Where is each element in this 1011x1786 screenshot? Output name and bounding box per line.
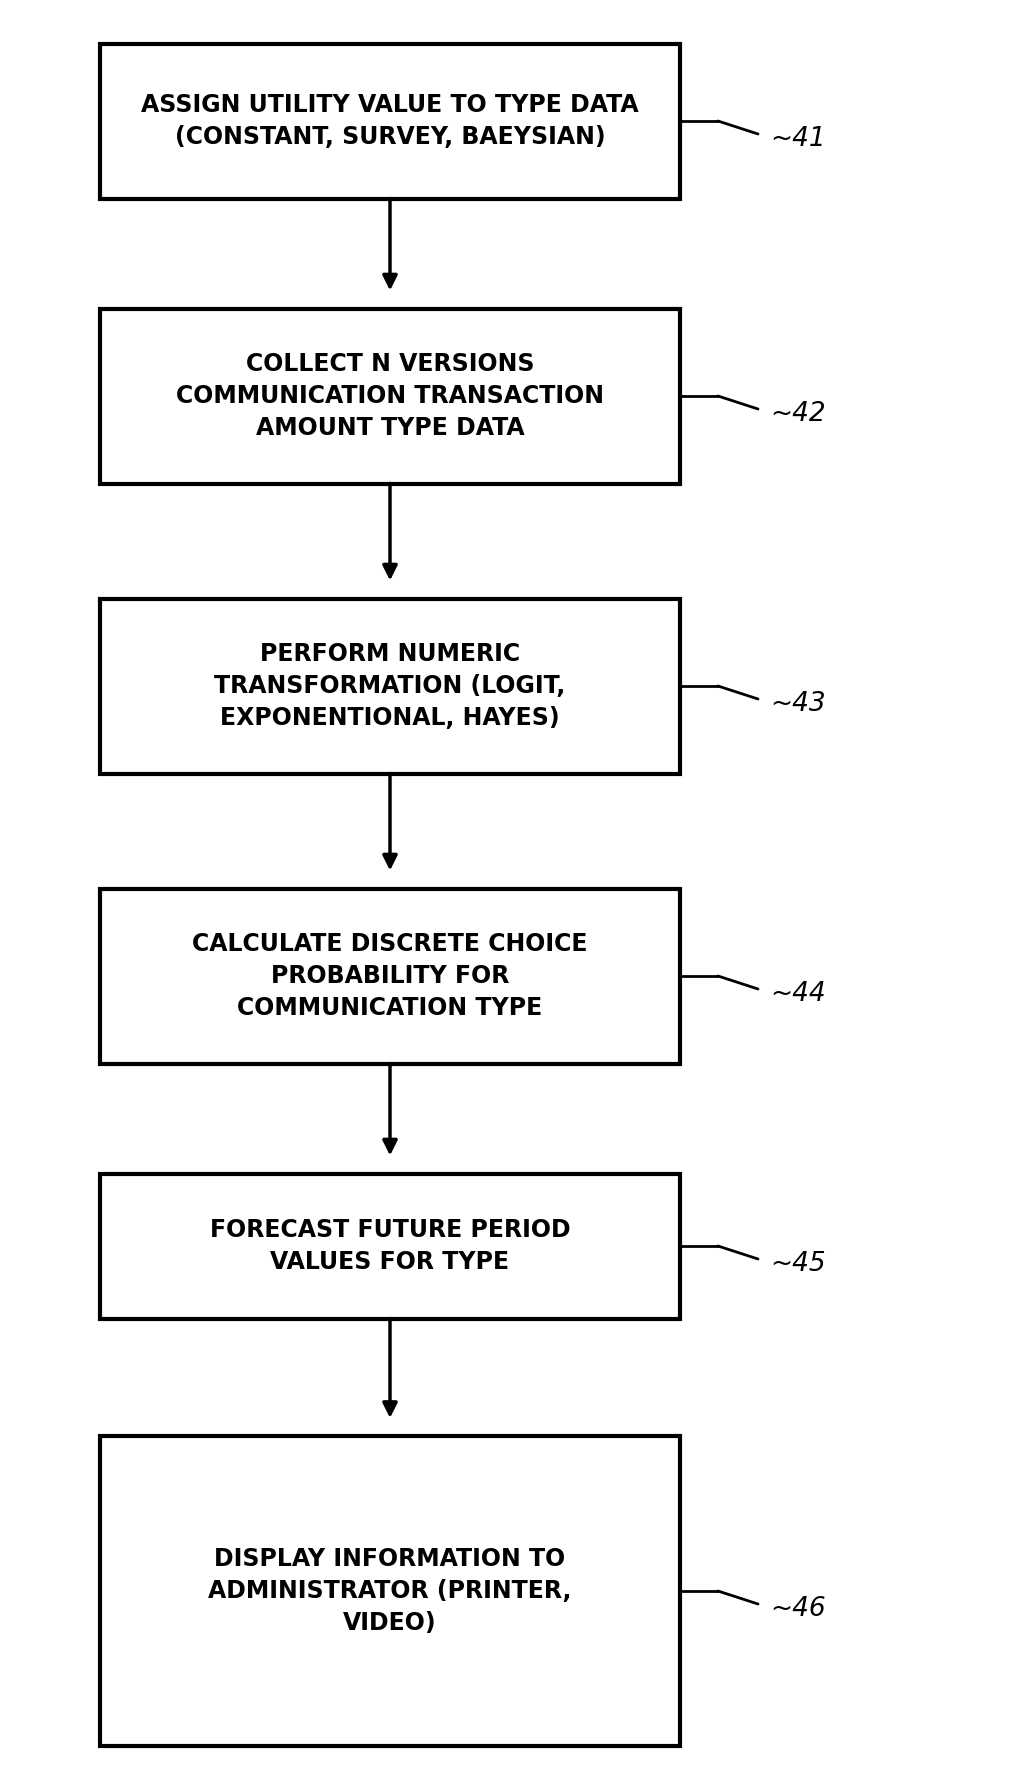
- Text: ~44: ~44: [769, 981, 825, 1007]
- Text: ~45: ~45: [769, 1250, 825, 1277]
- Text: ~42: ~42: [769, 402, 825, 427]
- Bar: [100, 43, 679, 198]
- Text: FORECAST FUTURE PERIOD
VALUES FOR TYPE: FORECAST FUTURE PERIOD VALUES FOR TYPE: [209, 1218, 570, 1273]
- Text: ~43: ~43: [769, 691, 825, 716]
- Text: COLLECT N VERSIONS
COMMUNICATION TRANSACTION
AMOUNT TYPE DATA: COLLECT N VERSIONS COMMUNICATION TRANSAC…: [176, 352, 604, 439]
- Text: ~46: ~46: [769, 1597, 825, 1622]
- Text: CALCULATE DISCRETE CHOICE
PROBABILITY FOR
COMMUNICATION TYPE: CALCULATE DISCRETE CHOICE PROBABILITY FO…: [192, 932, 587, 1020]
- Text: ~41: ~41: [769, 127, 825, 152]
- Bar: [100, 598, 679, 773]
- Text: ASSIGN UTILITY VALUE TO TYPE DATA
(CONSTANT, SURVEY, BAEYSIAN): ASSIGN UTILITY VALUE TO TYPE DATA (CONST…: [142, 93, 638, 148]
- Text: PERFORM NUMERIC
TRANSFORMATION (LOGIT,
EXPONENTIONAL, HAYES): PERFORM NUMERIC TRANSFORMATION (LOGIT, E…: [214, 643, 565, 730]
- Bar: [100, 888, 679, 1063]
- Bar: [100, 309, 679, 484]
- Bar: [100, 1436, 679, 1747]
- Text: DISPLAY INFORMATION TO
ADMINISTRATOR (PRINTER,
VIDEO): DISPLAY INFORMATION TO ADMINISTRATOR (PR…: [208, 1547, 571, 1634]
- Bar: [100, 1173, 679, 1318]
